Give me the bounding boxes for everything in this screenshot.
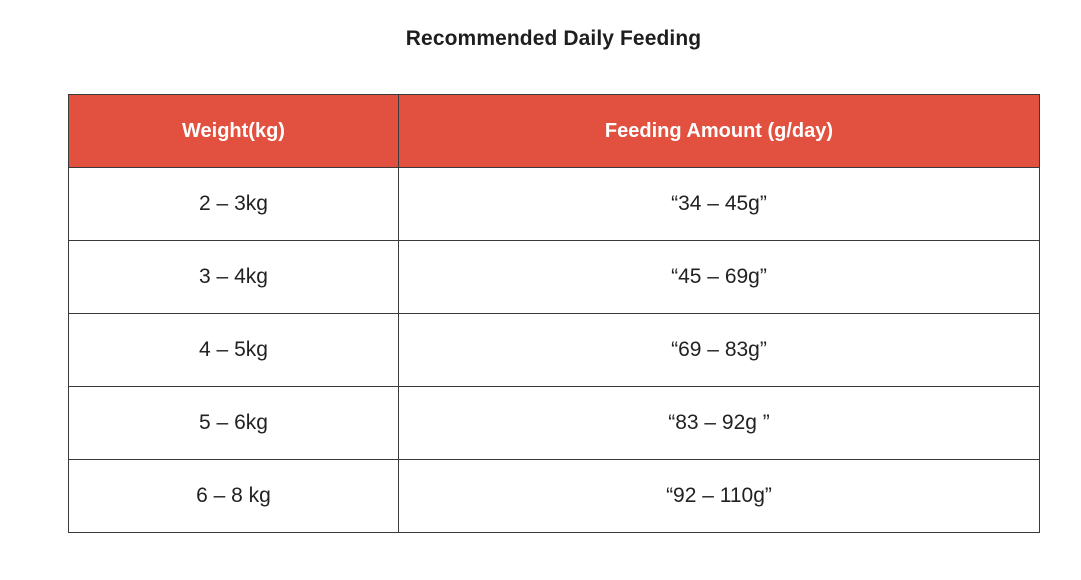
feeding-amount-cell: “92 – 110g” — [398, 459, 1040, 533]
table-row: 5 – 6kg “83 – 92g ” — [68, 386, 1040, 460]
page-title: Recommended Daily Feeding — [405, 27, 702, 50]
feeding-table: Weight(kg) Feeding Amount (g/day) 2 – 3k… — [68, 94, 1040, 533]
weight-cell: 6 – 8 kg — [68, 459, 399, 533]
feeding-amount-cell: “34 – 45g” — [398, 167, 1040, 241]
column-header-feeding-amount: Feeding Amount (g/day) — [398, 94, 1040, 168]
feeding-amount-cell: “69 – 83g” — [398, 313, 1040, 387]
feeding-amount-cell: “83 – 92g ” — [398, 386, 1040, 460]
feeding-amount-cell: “45 – 69g” — [398, 240, 1040, 314]
column-header-weight: Weight(kg) — [68, 94, 399, 168]
weight-cell: 3 – 4kg — [68, 240, 399, 314]
table-row: 4 – 5kg “69 – 83g” — [68, 313, 1040, 387]
weight-cell: 4 – 5kg — [68, 313, 399, 387]
weight-cell: 2 – 3kg — [68, 167, 399, 241]
table-row: 3 – 4kg “45 – 69g” — [68, 240, 1040, 314]
table-header-row: Weight(kg) Feeding Amount (g/day) — [68, 94, 1040, 168]
table-row: 2 – 3kg “34 – 45g” — [68, 167, 1040, 241]
table-row: 6 – 8 kg “92 – 110g” — [68, 459, 1040, 533]
weight-cell: 5 – 6kg — [68, 386, 399, 460]
